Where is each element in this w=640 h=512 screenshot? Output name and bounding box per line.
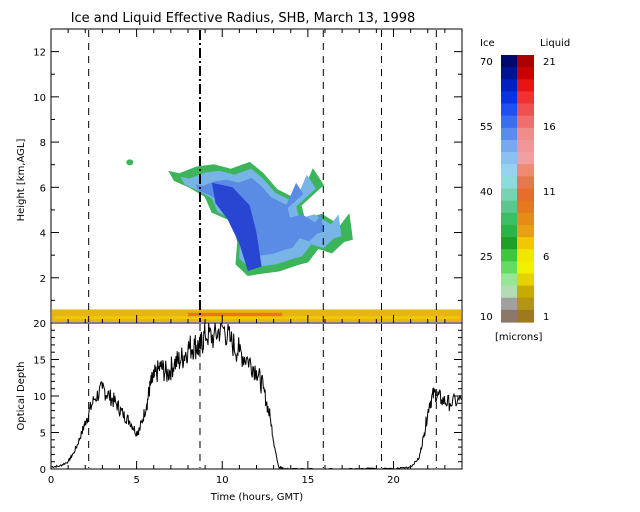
colorbar-ice-label: 10 [480, 312, 493, 323]
optical-depth-panel: 0 5 10 15 20 0 5 10 15 20 Optical Depth Time (ho… [16, 319, 463, 503]
colorbar-ice-swatch [501, 309, 518, 323]
colorbar-liquid-swatch [517, 261, 534, 275]
colorbar-ice-scale [501, 55, 518, 323]
liquid-layer-base [54, 316, 461, 320]
colorbar-liquid-swatch [517, 200, 534, 214]
colorbar-ice-label: 70 [480, 57, 493, 68]
bottom-y-axis-label: Optical Depth [16, 362, 27, 431]
colorbar-ice-swatch [501, 237, 518, 250]
time-tick-label: 0 [48, 475, 54, 486]
colorbar-labels: 70 55 40 25 10 21 16 11 6 1 [480, 57, 556, 323]
colorbar-liquid-swatch [517, 55, 534, 68]
colorbar-ice-label: 25 [480, 252, 493, 263]
colorbar-liquid-swatch [517, 164, 534, 177]
colorbar-liquid-swatch [517, 79, 534, 93]
colorbar-ice-header: Ice [480, 38, 495, 49]
colorbar-ice-swatch [501, 103, 518, 117]
colorbar-liquid-swatch [517, 237, 534, 250]
small-cloud-fragment [126, 159, 134, 166]
od-tick-label: 10 [33, 392, 46, 403]
cloud-image [52, 159, 461, 322]
colorbar-liquid-swatch [517, 273, 534, 287]
colorbar-liquid-swatch [517, 139, 534, 153]
liquid-layer-core [188, 312, 283, 317]
colorbar-liquid-swatch [517, 91, 534, 105]
height-tick-label: 4 [40, 229, 46, 240]
x-axis-label: Time (hours, GMT) [210, 492, 304, 503]
colorbar-ice-swatch [501, 212, 518, 226]
colorbar-ice-swatch [501, 261, 518, 275]
height-tick-label: 8 [40, 138, 46, 149]
colorbar-ice-swatch [501, 91, 518, 105]
colorbar-ice-swatch [501, 188, 518, 202]
time-tick-label: 10 [216, 475, 229, 486]
od-tick-label: 5 [40, 429, 46, 440]
od-tick-label: 15 [33, 356, 46, 367]
time-tick-label: 20 [387, 475, 400, 486]
top-y-axis-label: Height [km,AGL] [16, 139, 27, 222]
colorbar-ice-label: 55 [480, 122, 493, 133]
chart-title: Ice and Liquid Effective Radius, SHB, Ma… [71, 11, 416, 26]
colorbar-liquid-swatch [517, 67, 534, 80]
colorbar-ice-swatch [501, 176, 518, 190]
od-tick-label: 0 [40, 465, 46, 476]
colorbar-ice-swatch [501, 127, 518, 141]
colorbar-liquid-swatch [517, 285, 534, 299]
height-tick-label: 2 [40, 274, 46, 285]
colorbar-liquid-label: 11 [543, 187, 556, 198]
colorbar-ice-swatch [501, 224, 518, 238]
colorbar-liquid-swatch [517, 309, 534, 323]
height-tick-label: 10 [33, 93, 46, 104]
colorbar-units: [microns] [495, 332, 542, 343]
colorbar-liquid-swatch [517, 249, 534, 262]
colorbar-ice-label: 40 [480, 187, 493, 198]
optical-depth-axis: 0 5 10 15 20 [33, 319, 462, 476]
colorbar-liquid-label: 6 [543, 252, 549, 263]
colorbar-liquid-swatch [517, 188, 534, 202]
time-axis: 0 5 10 15 20 [48, 461, 446, 486]
time-tick-label: 15 [302, 475, 315, 486]
colorbar: Ice Liquid 70 55 40 25 10 21 16 11 6 1 [microns] [480, 38, 570, 343]
colorbar-ice-swatch [501, 139, 518, 153]
colorbar-ice-swatch [501, 297, 518, 311]
colorbar-liquid-label: 1 [543, 312, 549, 323]
colorbar-liquid-label: 21 [543, 57, 556, 68]
height-axis: 2 4 6 8 10 12 [33, 28, 462, 323]
colorbar-ice-swatch [501, 249, 518, 262]
height-tick-label: 6 [40, 183, 46, 194]
colorbar-liquid-label: 16 [543, 122, 556, 133]
colorbar-liquid-swatch [517, 212, 534, 226]
colorbar-liquid-scale [517, 55, 534, 323]
colorbar-ice-swatch [501, 67, 518, 80]
colorbar-liquid-swatch [517, 115, 534, 129]
bottom-plot-frame [50, 322, 463, 470]
colorbar-liquid-swatch [517, 176, 534, 190]
colorbar-ice-swatch [501, 55, 518, 68]
colorbar-liquid-swatch [517, 297, 534, 311]
colorbar-ice-swatch [501, 152, 518, 165]
colorbar-liquid-header: Liquid [540, 38, 570, 49]
colorbar-ice-swatch [501, 115, 518, 129]
colorbar-ice-swatch [501, 285, 518, 299]
time-tick-label: 5 [133, 475, 139, 486]
colorbar-liquid-swatch [517, 127, 534, 141]
top-time-markers [88, 30, 437, 322]
colorbar-liquid-swatch [517, 152, 534, 165]
ice-cloud-core [212, 182, 262, 271]
colorbar-ice-swatch [501, 200, 518, 214]
od-tick-label: 20 [33, 319, 46, 330]
effective-radius-panel: 2 4 6 8 10 12 Height [km,AGL] [16, 28, 463, 324]
optical-depth-line [51, 322, 463, 470]
colorbar-ice-swatch [501, 164, 518, 177]
colorbar-liquid-swatch [517, 224, 534, 238]
colorbar-ice-swatch [501, 273, 518, 287]
bottom-time-markers [88, 324, 437, 468]
height-tick-label: 12 [33, 48, 46, 59]
colorbar-liquid-swatch [517, 103, 534, 117]
colorbar-ice-swatch [501, 79, 518, 93]
